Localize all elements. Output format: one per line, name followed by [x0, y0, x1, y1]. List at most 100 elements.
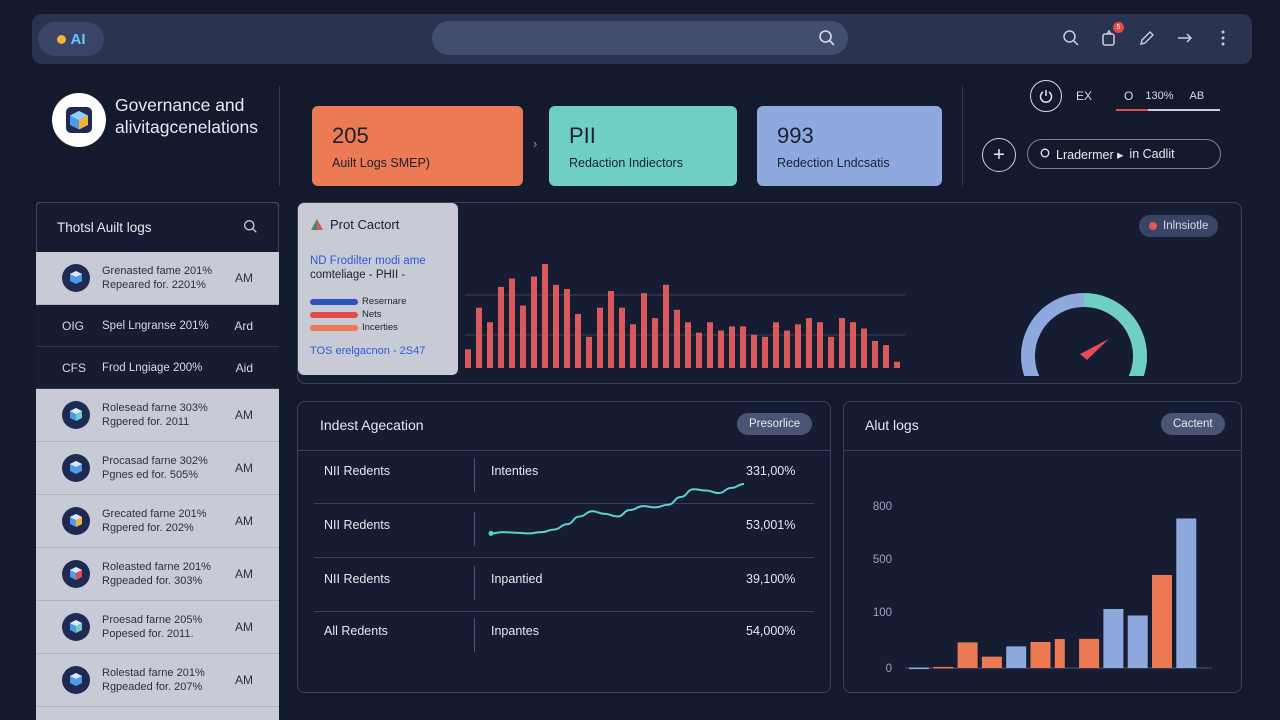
app-logo[interactable]: AI	[38, 22, 104, 56]
search-icon[interactable]	[1060, 27, 1082, 49]
chart-bar	[1054, 639, 1065, 668]
status-dot	[1149, 222, 1157, 230]
arrow-right-icon[interactable]	[1174, 27, 1196, 49]
search-input[interactable]	[432, 21, 848, 55]
chart-bar	[1152, 574, 1172, 668]
chart-bar	[575, 313, 581, 368]
kpi-card-audit-logs[interactable]: 205 Auilt Logs SMEP)	[312, 106, 523, 186]
chart-bar	[619, 307, 625, 368]
chart-bar	[729, 326, 735, 368]
row-mid: Inpantied	[491, 572, 543, 586]
chart-bar	[542, 264, 548, 368]
chart-bar	[652, 318, 658, 368]
leader-pill-button[interactable]: Lradermer ▸ in Cadlit	[1027, 139, 1221, 169]
row-name: NII Redents	[324, 518, 391, 532]
more-icon[interactable]	[1212, 27, 1234, 49]
chart-bar	[597, 307, 603, 368]
kpi-card-redaction[interactable]: 993 Redection Lndcsatis	[757, 106, 942, 186]
item-text: Procasad farne 302% Pgnes ed for. 505%	[102, 455, 208, 481]
control-row: EX O 130% AB	[1030, 80, 1204, 112]
item-text: Spel Lngranse 201%	[102, 319, 209, 332]
chart-bar	[762, 336, 768, 368]
add-button[interactable]: +	[982, 138, 1016, 172]
chart-bar	[817, 322, 823, 368]
cube-icon	[62, 613, 90, 641]
list-item[interactable]: Rolesead farne 303% Rgpered for. 2011 AM	[36, 389, 279, 442]
chart-bar	[520, 305, 526, 368]
list-item[interactable]: OIG Spel Lngranse 201% Ard	[36, 305, 279, 347]
chart-bar	[850, 322, 856, 368]
logo-dot	[56, 34, 66, 44]
gauge-arc	[1083, 293, 1147, 376]
alert-logs-title: Alut logs	[865, 417, 919, 433]
list-item[interactable]: CFS Frod Lngiage 200% Aid	[36, 347, 279, 389]
search-icon[interactable]	[243, 219, 258, 237]
chart-bar	[828, 336, 834, 368]
chart-bar	[498, 286, 504, 368]
chart-bar	[718, 330, 724, 368]
product-context-popup: Prot Cactort ND Frodilter modi ame comte…	[298, 203, 458, 375]
label-o[interactable]: O	[1124, 89, 1134, 103]
chart-bar	[531, 276, 537, 368]
list-item[interactable]: Roleasted farne 201% Rgpeaded for. 303% AM	[36, 548, 279, 601]
row-mid: Intenties	[491, 464, 539, 478]
zoom-slider[interactable]	[1116, 109, 1220, 111]
list-item[interactable]: Grecated farne 201% Rgpered for. 202% AM	[36, 495, 279, 548]
chart-bar	[933, 666, 954, 669]
chart-bar	[1103, 608, 1124, 668]
edit-icon[interactable]	[1136, 27, 1158, 49]
popup-legend: Resernare Nets Incerties	[310, 296, 446, 333]
gauge-needle	[1080, 338, 1109, 360]
notification-icon[interactable]: 5	[1098, 22, 1124, 49]
y-tick-label: 500	[873, 554, 892, 566]
list-item[interactable]: Rolestad farne 201% Rgpeaded for. 207% AM	[36, 654, 279, 707]
chart-bar	[696, 332, 702, 368]
chevron-right-icon: ›	[533, 136, 538, 151]
zoom-level[interactable]: 130%	[1145, 90, 1174, 102]
status-badge[interactable]: Inlnsiotle	[1139, 215, 1219, 237]
label-ex[interactable]: EX	[1076, 89, 1093, 103]
divider	[962, 86, 963, 186]
logo-text: AI	[70, 30, 86, 48]
chart-bar	[795, 324, 801, 368]
kpi-card-pii[interactable]: PII Redaction Indiectors	[549, 106, 737, 186]
column-divider	[474, 512, 475, 546]
search-bar[interactable]	[432, 21, 848, 55]
triangle-icon	[311, 219, 323, 230]
item-code: OIG	[62, 318, 85, 333]
chart-bar	[1079, 638, 1100, 668]
item-text: Rolestad farne 201% Rgpeaded for. 207%	[102, 667, 205, 693]
brand-logo	[52, 93, 106, 147]
chart-bar	[564, 288, 570, 368]
chart-bar	[630, 324, 636, 368]
list-item[interactable]: Grenasted fame 201% Repeared for. 2201% AM	[36, 252, 279, 305]
cube-icon	[66, 107, 92, 133]
chart-bar	[839, 318, 845, 368]
popup-title-row: Prot Cactort	[310, 217, 446, 232]
chart-bar	[894, 361, 900, 368]
chart-bar	[784, 330, 790, 368]
chart-bar	[465, 349, 471, 368]
cube-icon	[62, 264, 90, 292]
item-text: Rolesead farne 303% Rgpered for. 2011	[102, 402, 208, 428]
chart-bar	[509, 278, 515, 368]
popup-description: ND Frodilter modi ame comteliage - PHII …	[310, 255, 426, 281]
aggregation-badge[interactable]: Presorlice	[737, 413, 813, 435]
power-button[interactable]	[1030, 80, 1062, 112]
power-icon	[1039, 90, 1053, 103]
list-item[interactable]: Proesad farne 205% Popesed for. 2011. AM	[36, 601, 279, 654]
chart-bar	[861, 328, 867, 368]
cube-icon	[62, 560, 90, 588]
chart-bar	[751, 334, 757, 368]
search-icon[interactable]	[818, 29, 836, 52]
audit-list-title: Thotsl Auilt logs	[57, 220, 152, 235]
label-ab[interactable]: AB	[1189, 90, 1205, 102]
cube-icon	[62, 666, 90, 694]
alert-logs-badge[interactable]: Cactent	[1161, 413, 1225, 435]
row-mid: Inpantes	[491, 624, 539, 638]
legend-item: Resernare	[310, 296, 446, 307]
list-item[interactable]: Procasad farne 302% Pgnes ed for. 505% AM	[36, 442, 279, 495]
row-name: NII Redents	[324, 572, 391, 586]
aggregation-panel	[297, 401, 831, 693]
chart-bar	[685, 322, 691, 368]
